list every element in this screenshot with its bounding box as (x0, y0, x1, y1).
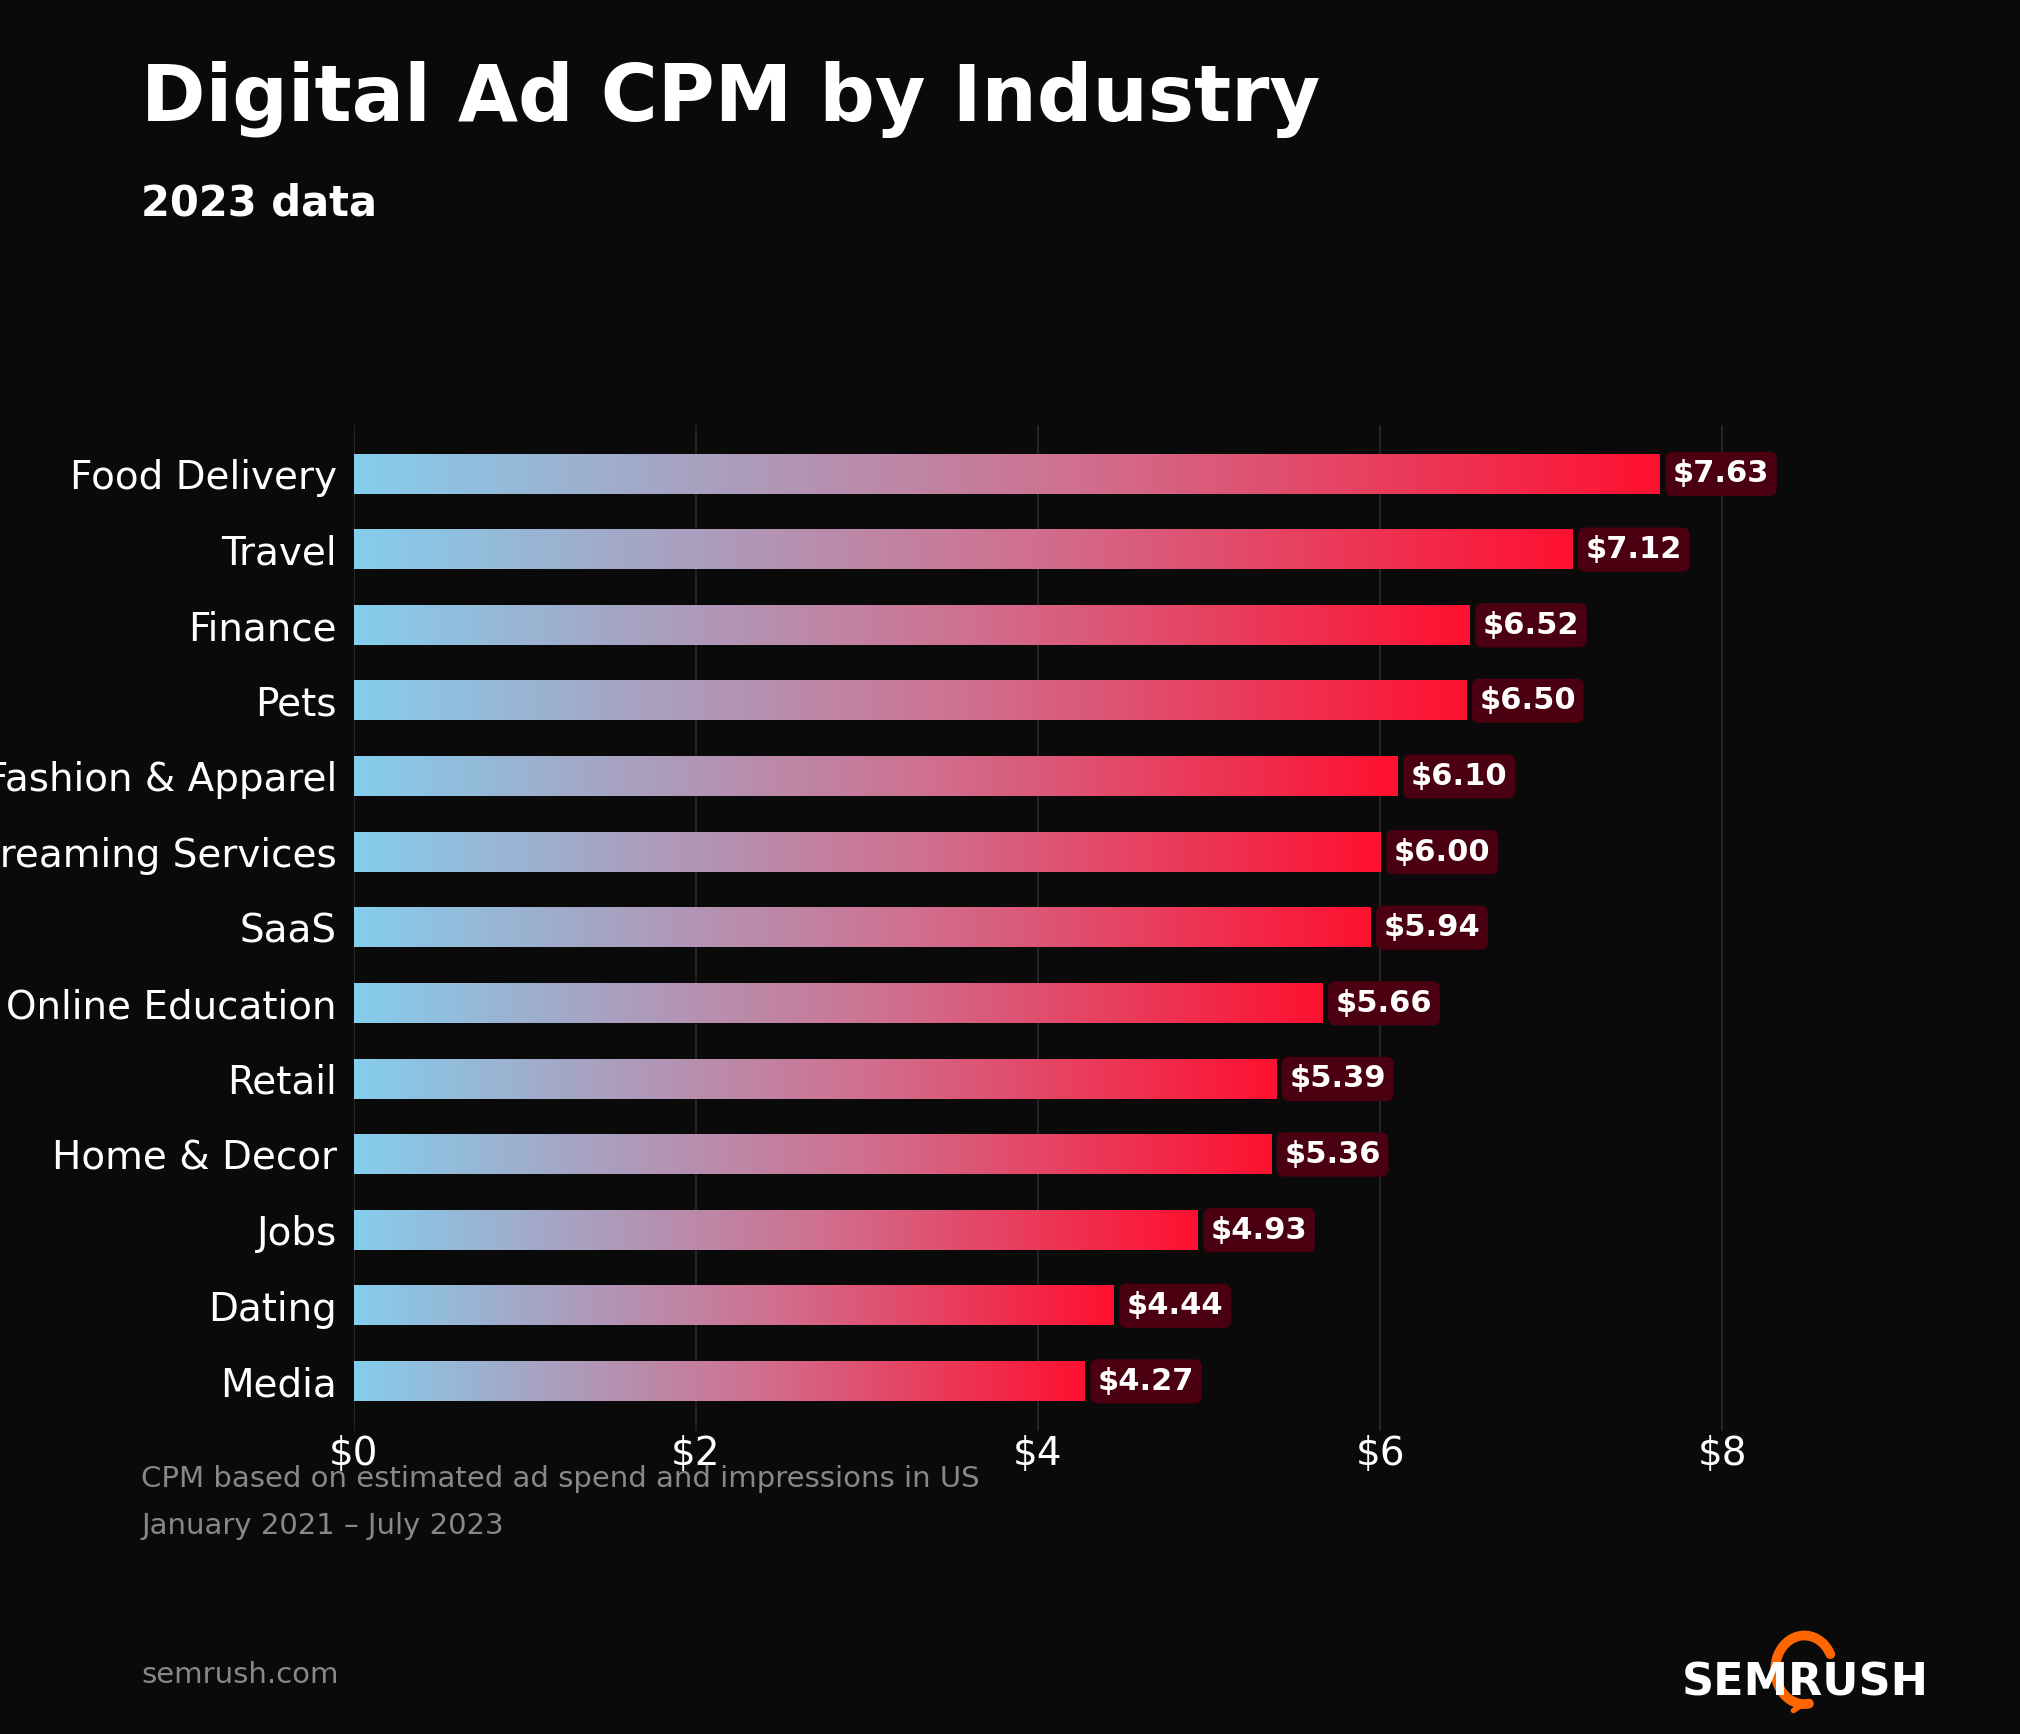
Text: $6.10: $6.10 (1410, 761, 1507, 791)
Text: $5.66: $5.66 (1335, 988, 1432, 1018)
Text: January 2021 – July 2023: January 2021 – July 2023 (141, 1512, 505, 1540)
Text: $4.44: $4.44 (1127, 1292, 1224, 1320)
Text: $5.94: $5.94 (1384, 914, 1481, 942)
Text: $6.52: $6.52 (1483, 610, 1580, 640)
Text: $5.39: $5.39 (1289, 1065, 1386, 1094)
Text: $7.63: $7.63 (1673, 460, 1770, 489)
Text: 2023 data: 2023 data (141, 182, 378, 224)
Text: Digital Ad CPM by Industry: Digital Ad CPM by Industry (141, 61, 1321, 137)
Text: $4.27: $4.27 (1097, 1366, 1194, 1396)
Text: $6.50: $6.50 (1479, 687, 1576, 716)
Text: $7.12: $7.12 (1586, 536, 1683, 564)
Text: SEMRUSH: SEMRUSH (1683, 1661, 1929, 1705)
Text: semrush.com: semrush.com (141, 1661, 339, 1689)
Text: $4.93: $4.93 (1210, 1216, 1307, 1245)
Text: $6.00: $6.00 (1394, 838, 1491, 867)
Text: CPM based on estimated ad spend and impressions in US: CPM based on estimated ad spend and impr… (141, 1465, 980, 1493)
Text: $5.36: $5.36 (1285, 1139, 1382, 1169)
